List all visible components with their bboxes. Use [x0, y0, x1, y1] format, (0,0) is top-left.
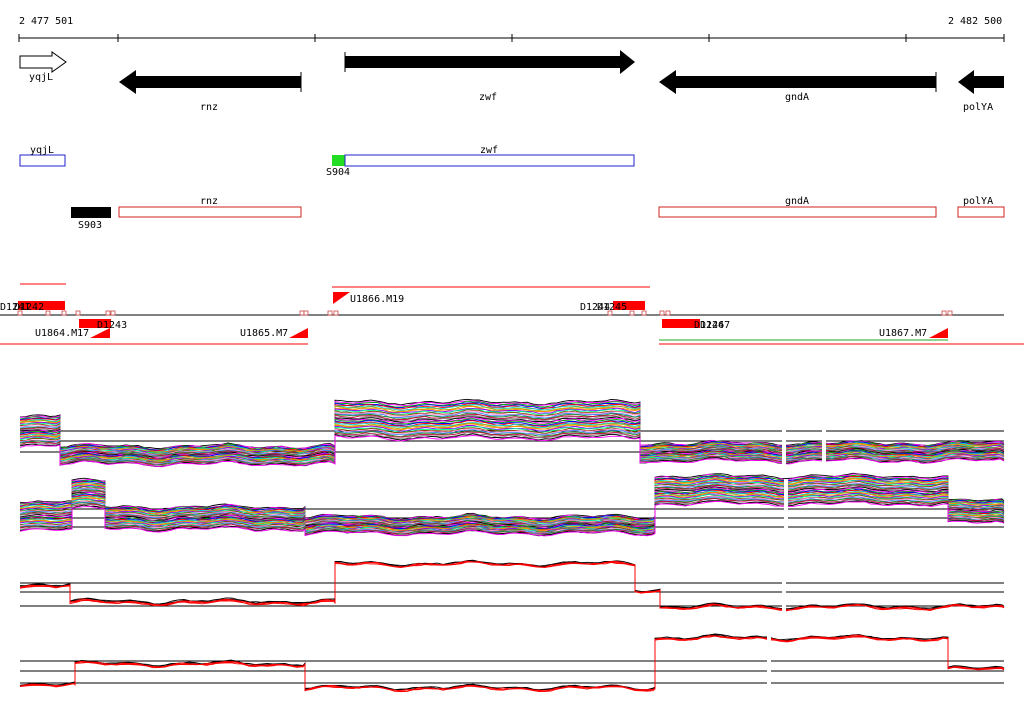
feature-S904[interactable] [332, 155, 345, 166]
segment-label-D1246: D1246 [694, 320, 724, 331]
gene-arrow-zwf[interactable] [345, 50, 635, 74]
segment-flag-U1865[interactable] [289, 328, 308, 338]
segment-label-D1245: D1245 [597, 302, 627, 313]
cds-box-rnz[interactable] [118, 206, 302, 218]
gene-arrow-rnz[interactable] [119, 70, 301, 94]
segment-D1245[interactable] [613, 301, 645, 310]
segment-label-D1247: D1247 [700, 320, 730, 331]
gene-label-polYA: polYA [963, 102, 993, 113]
gene-label-rnz: rnz [200, 102, 218, 113]
cds-track: yqjL S904 zwf S903 rnz gndA polYA [19, 145, 1005, 231]
cds-box-yqjL[interactable] [19, 154, 66, 167]
expression-panel-forward-conditions [19, 398, 1005, 481]
segment-label-D1243: D1243 [97, 320, 127, 331]
segment-flag-U1866[interactable] [333, 292, 350, 304]
feature-label-S903: S903 [78, 220, 102, 231]
cds-label-polYA: polYA [963, 196, 993, 207]
segment-track: D1241 D1242 D1243 U1864.M17 U1865.M7 U18… [0, 283, 1024, 345]
segment-label-U1864: U1864.M17 [35, 328, 89, 339]
gene-arrow-polYA[interactable] [958, 70, 1004, 94]
segment-flag-U1864[interactable] [90, 328, 110, 338]
start-coordinate: 2 477 501 [19, 16, 73, 27]
gene-label-zwf: zwf [479, 92, 497, 103]
segment-D1243[interactable] [79, 319, 111, 328]
expression-panel-reverse-mean [19, 631, 1005, 711]
cds-label-gndA: gndA [785, 196, 809, 207]
cds-box-gndA[interactable] [658, 206, 937, 218]
segment-D1247[interactable] [662, 319, 700, 328]
segment-label-U1865: U1865.M7 [240, 328, 288, 339]
gene-label-gndA: gndA [785, 92, 809, 103]
cds-box-polYA[interactable] [957, 206, 1005, 218]
segment-label-U1866: U1866.M19 [350, 294, 404, 305]
cds-label-rnz: rnz [200, 196, 218, 207]
gene-arrow-gndA[interactable] [659, 70, 936, 94]
segment-ticks [17, 310, 953, 316]
cds-label-yqjL: yqjL [30, 145, 54, 156]
feature-S903[interactable] [71, 207, 111, 218]
gene-track: yqjL rnz zwf gndA polYA [19, 50, 1004, 113]
segment-label-D1242: D1242 [14, 302, 44, 313]
coordinate-ruler: 2 477 501 2 482 500 [18, 16, 1005, 42]
segment-D1241[interactable] [18, 301, 65, 310]
cds-label-zwf: zwf [480, 145, 498, 156]
segment-flag-U1867[interactable] [929, 328, 948, 338]
segment-label-D1241: D1241 [0, 302, 30, 313]
segment-label-D1244: D1244 [580, 302, 610, 313]
feature-label-S904: S904 [326, 167, 350, 178]
ruler-ticks [18, 34, 1005, 42]
cds-box-zwf[interactable] [344, 154, 635, 167]
expression-panel-forward-mean [19, 553, 1005, 633]
gene-label-yqjL: yqjL [29, 72, 53, 83]
expression-panel-reverse-conditions [19, 472, 1005, 559]
end-coordinate: 2 482 500 [948, 16, 1002, 27]
segment-label-U1867: U1867.M7 [879, 328, 927, 339]
gene-arrow-yqjL[interactable] [19, 51, 67, 73]
